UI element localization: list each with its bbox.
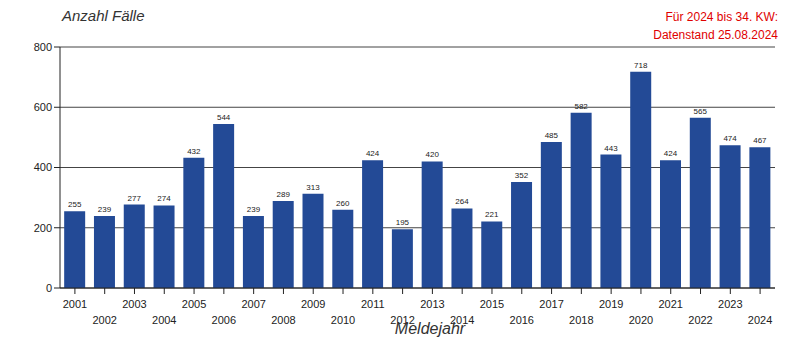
svg-text:352: 352 <box>515 171 529 180</box>
svg-text:474: 474 <box>723 134 737 143</box>
html-text:Meldejahr: Meldejahr <box>394 320 466 337</box>
svg-text:424: 424 <box>366 149 380 158</box>
svg-text:2005: 2005 <box>182 298 206 310</box>
svg-text:2022: 2022 <box>688 314 712 326</box>
svg-text:264: 264 <box>455 197 469 206</box>
svg-text:195: 195 <box>396 218 410 227</box>
svg-text:2004: 2004 <box>152 314 176 326</box>
svg-text:424: 424 <box>664 149 678 158</box>
svg-text:600: 600 <box>34 101 52 113</box>
svg-text:2009: 2009 <box>301 298 325 310</box>
svg-text:544: 544 <box>217 113 231 122</box>
svg-text:2011: 2011 <box>361 298 385 310</box>
svg-text:565: 565 <box>694 107 708 116</box>
svg-text:2013: 2013 <box>420 298 444 310</box>
svg-text:582: 582 <box>574 102 588 111</box>
svg-text:2015: 2015 <box>480 298 504 310</box>
svg-text:200: 200 <box>34 222 52 234</box>
svg-text:260: 260 <box>336 199 350 208</box>
svg-text:2003: 2003 <box>122 298 146 310</box>
svg-text:313: 313 <box>306 183 320 192</box>
html-text:Anzahl Fälle: Anzahl Fälle <box>62 7 145 24</box>
svg-text:2006: 2006 <box>212 314 236 326</box>
svg-text:2002: 2002 <box>92 314 116 326</box>
svg-text:239: 239 <box>98 205 112 214</box>
svg-text:289: 289 <box>277 190 291 199</box>
svg-text:239: 239 <box>247 205 261 214</box>
svg-text:2023: 2023 <box>718 298 742 310</box>
svg-text:0: 0 <box>46 282 52 294</box>
svg-text:800: 800 <box>34 41 52 53</box>
svg-text:274: 274 <box>157 194 171 203</box>
svg-text:2010: 2010 <box>331 314 355 326</box>
svg-text:400: 400 <box>34 161 52 173</box>
svg-text:221: 221 <box>485 210 499 219</box>
svg-text:2024: 2024 <box>748 314 772 326</box>
svg-text:467: 467 <box>753 136 767 145</box>
svg-text:432: 432 <box>187 147 201 156</box>
svg-text:2007: 2007 <box>241 298 265 310</box>
svg-text:718: 718 <box>634 61 648 70</box>
svg-text:2017: 2017 <box>539 298 563 310</box>
svg-text:485: 485 <box>545 131 559 140</box>
svg-text:2008: 2008 <box>271 314 295 326</box>
svg-text:2016: 2016 <box>510 314 534 326</box>
svg-text:443: 443 <box>604 144 618 153</box>
svg-text:2020: 2020 <box>629 314 653 326</box>
svg-text:277: 277 <box>128 194 142 203</box>
svg-text:2001: 2001 <box>63 298 87 310</box>
svg-text:420: 420 <box>425 150 439 159</box>
html-text:Datenstand 25.08.2024: Datenstand 25.08.2024 <box>653 28 778 42</box>
svg-text:255: 255 <box>68 200 82 209</box>
html-text:Für 2024 bis 34. KW:: Für 2024 bis 34. KW: <box>665 10 778 24</box>
svg-text:2019: 2019 <box>599 298 623 310</box>
svg-text:2021: 2021 <box>658 298 682 310</box>
svg-text:2018: 2018 <box>569 314 593 326</box>
